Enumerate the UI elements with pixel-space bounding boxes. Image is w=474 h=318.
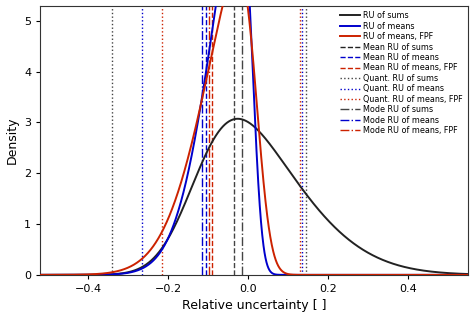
Y-axis label: Density: Density [6,116,18,164]
Legend: RU of sums, RU of means, RU of means, FPF, Mean RU of sums, Mean RU of means, Me: RU of sums, RU of means, RU of means, FP… [338,10,465,137]
X-axis label: Relative uncertainty [ ]: Relative uncertainty [ ] [182,300,327,313]
